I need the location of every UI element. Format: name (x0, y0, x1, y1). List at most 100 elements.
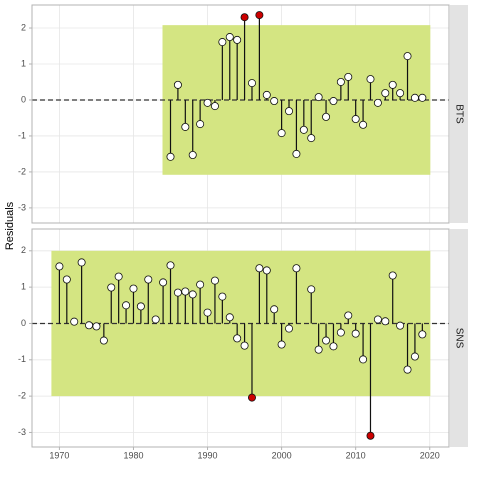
point (396, 321, 405, 330)
point (359, 355, 368, 364)
point (403, 52, 412, 61)
point (388, 80, 397, 89)
point (388, 271, 397, 280)
point (247, 393, 256, 402)
point (136, 302, 145, 311)
point (307, 285, 316, 294)
point (277, 129, 286, 138)
point (107, 283, 116, 292)
point (218, 38, 227, 47)
point (188, 151, 197, 160)
point (262, 90, 271, 99)
point (292, 264, 301, 273)
point (314, 93, 323, 102)
point (255, 11, 264, 20)
y-axis-label: Residuals (4, 201, 16, 250)
point (85, 321, 94, 330)
x-tick-label: 1990 (198, 450, 218, 460)
x-tick-label: 2020 (420, 450, 440, 460)
point (366, 75, 375, 84)
point (159, 278, 168, 287)
y-tick-label: -2 (18, 166, 26, 176)
panel-border (31, 228, 450, 448)
point (418, 93, 427, 102)
point (196, 280, 205, 289)
point (351, 329, 360, 338)
point (173, 80, 182, 89)
point (225, 313, 234, 322)
point (233, 334, 242, 343)
point (218, 292, 227, 301)
y-tick-label: 1 (21, 58, 26, 68)
point (166, 152, 175, 161)
point (366, 431, 375, 440)
point (173, 288, 182, 297)
strip (450, 5, 468, 223)
point (196, 120, 205, 129)
point (188, 290, 197, 299)
point (359, 120, 368, 129)
y-tick-label: 2 (21, 245, 26, 255)
point (240, 13, 249, 22)
point (329, 97, 338, 106)
y-tick-label: -3 (18, 427, 26, 437)
point (285, 107, 294, 116)
y-tick-label: 0 (21, 94, 26, 104)
x-tick-label: 2000 (272, 450, 292, 460)
point (344, 311, 353, 320)
point (203, 308, 212, 317)
point (344, 72, 353, 81)
y-tick-label: 0 (21, 318, 26, 328)
point (77, 258, 86, 267)
point (151, 315, 160, 324)
point (70, 317, 79, 326)
point (292, 149, 301, 158)
point (240, 341, 249, 350)
point (181, 287, 190, 296)
point (129, 284, 138, 293)
y-tick-label: 2 (21, 22, 26, 32)
point (270, 305, 279, 314)
x-tick-label: 1970 (49, 450, 69, 460)
point (92, 322, 101, 331)
point (351, 115, 360, 124)
point (329, 342, 338, 351)
strip-label: SNS (453, 328, 464, 349)
point (262, 266, 271, 275)
point (418, 330, 427, 339)
point (233, 35, 242, 44)
point (336, 328, 345, 337)
point (203, 98, 212, 107)
y-tick-label: 1 (21, 282, 26, 292)
strip (450, 229, 468, 447)
point (285, 324, 294, 333)
point (299, 125, 308, 134)
point (255, 264, 264, 273)
point (166, 261, 175, 270)
point (314, 345, 323, 354)
y-tick-label: -3 (18, 202, 26, 212)
point (270, 97, 279, 106)
point (381, 317, 390, 326)
point (114, 272, 123, 281)
point (373, 315, 382, 324)
x-tick-label: 1980 (123, 450, 143, 460)
point (410, 352, 419, 361)
point (210, 276, 219, 285)
point (381, 89, 390, 98)
point (122, 301, 131, 310)
point (322, 336, 331, 345)
point (99, 336, 108, 345)
point (225, 33, 234, 42)
x-tick-label: 2010 (346, 450, 366, 460)
point (410, 93, 419, 102)
point (396, 89, 405, 98)
point (373, 98, 382, 107)
y-tick-label: -1 (18, 130, 26, 140)
point (210, 102, 219, 111)
strip-label: BTS (453, 104, 464, 124)
y-tick-label: -1 (18, 354, 26, 364)
point (181, 122, 190, 131)
panel-border (31, 4, 450, 224)
